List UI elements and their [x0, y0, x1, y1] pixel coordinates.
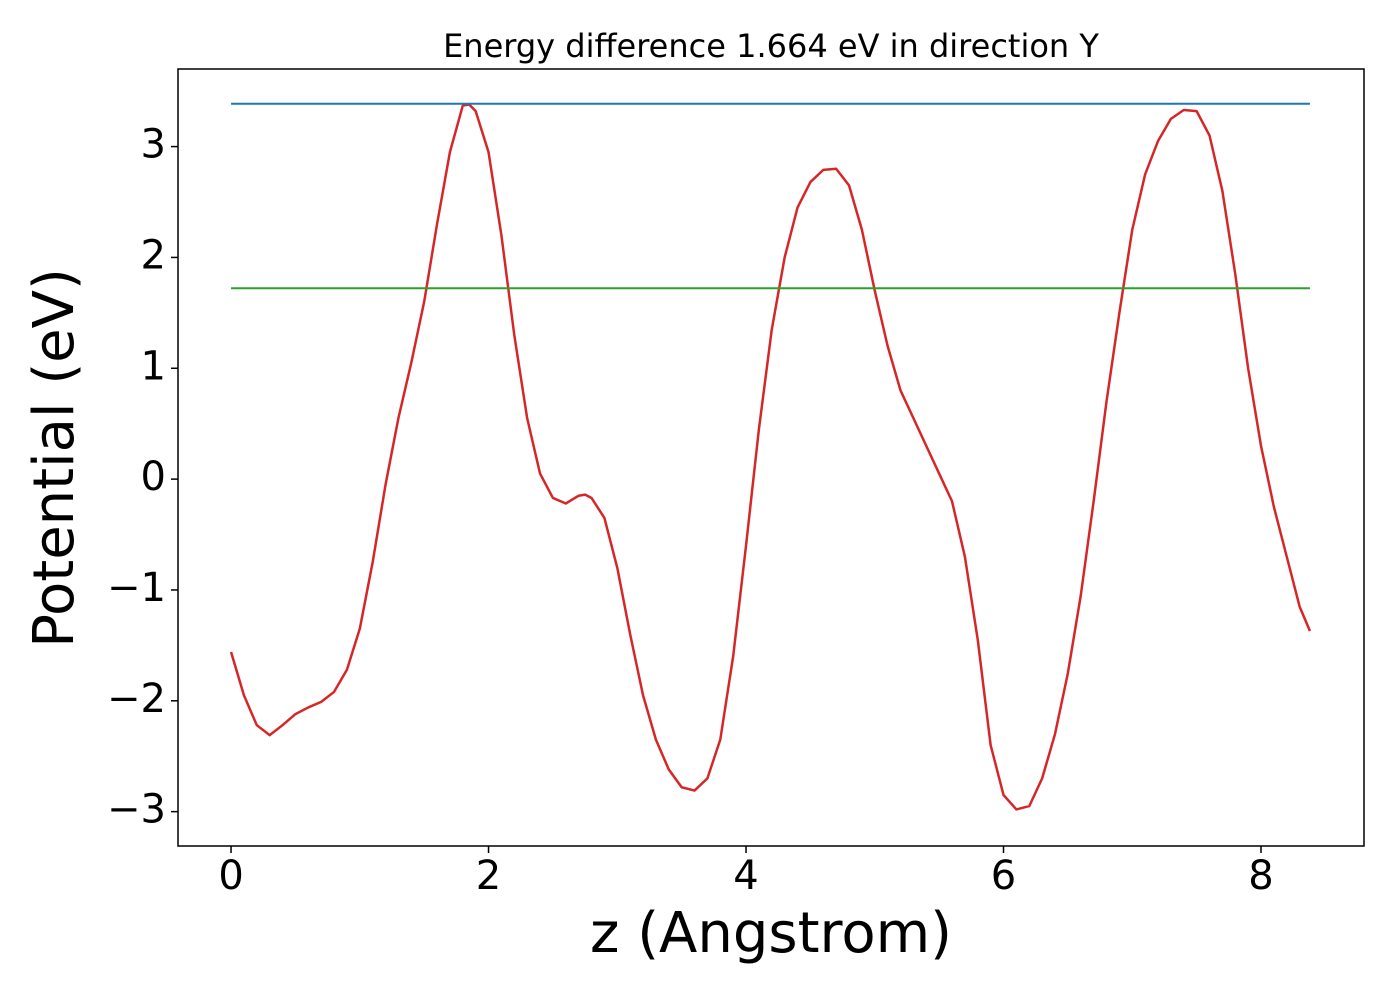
y-tick-label: −1 [107, 565, 166, 611]
x-axis-label: z (Angstrom) [590, 901, 952, 966]
chart-title: Energy difference 1.664 eV in direction … [443, 27, 1099, 65]
y-axis-label: Potential (eV) [22, 268, 87, 648]
y-tick-label: 1 [141, 343, 166, 389]
data-line [229, 103, 1312, 811]
x-tick-label: 0 [218, 853, 243, 899]
y-tick-label: 0 [141, 454, 166, 500]
x-tick-label: 2 [476, 853, 501, 899]
x-tick-label: 6 [991, 853, 1016, 899]
x-tick-label: 8 [1248, 853, 1273, 899]
y-tick-label: −3 [107, 787, 166, 833]
y-tick-label: 2 [141, 232, 166, 278]
plot-frame [177, 68, 1365, 847]
y-tick-label: −2 [107, 676, 166, 722]
y-tick-label: 3 [141, 122, 166, 168]
x-tick-label: 4 [733, 853, 758, 899]
